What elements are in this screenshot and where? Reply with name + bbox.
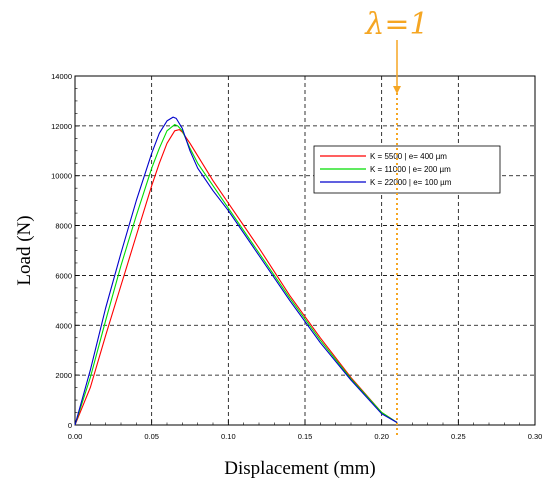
x-tick-label: 0.25 — [451, 432, 466, 441]
y-tick-label: 4000 — [55, 321, 72, 330]
x-tick-labels: 0.00 0.05 0.10 0.15 0.20 0.25 0.30 — [68, 432, 543, 441]
series-lines — [74, 116, 398, 426]
series-line-3 — [74, 116, 398, 426]
legend-label-3: K = 22000 | e= 100 µm — [370, 178, 452, 187]
x-axis-title: Displacement (mm) — [224, 458, 375, 479]
grid-lines — [75, 76, 535, 425]
x-tick-label: 0.10 — [221, 432, 236, 441]
x-tick-label: 0.15 — [298, 432, 313, 441]
y-tick-label: 6000 — [55, 271, 72, 280]
x-tick-label: 0.00 — [68, 432, 83, 441]
legend: K = 5500 | e= 400 µm K = 11000 | e= 200 µ… — [313, 145, 501, 194]
legend-label-2: K = 11000 | e= 200 µm — [370, 165, 451, 174]
lambda-label: λ=1 — [364, 7, 428, 42]
series-line-2 — [74, 124, 398, 426]
x-tick-label: 0.30 — [528, 432, 543, 441]
legend-label-1: K = 5500 | e= 400 µm — [370, 152, 447, 161]
y-tick-label: 10000 — [51, 172, 72, 181]
y-tick-label: 12000 — [51, 122, 72, 131]
x-tick-label: 0.05 — [144, 432, 159, 441]
y-tick-label: 2000 — [55, 371, 72, 380]
x-tick-label: 0.20 — [374, 432, 389, 441]
y-tick-label: 8000 — [55, 222, 72, 231]
y-tick-label: 14000 — [51, 72, 72, 81]
lambda-annotation: λ=1 — [364, 7, 429, 437]
y-tick-labels: 0 2000 4000 6000 8000 10000 12000 14000 — [51, 72, 72, 430]
y-tick-label: 0 — [68, 421, 72, 430]
y-axis-title: Load (N) — [14, 215, 35, 285]
plot-area-frame — [74, 75, 536, 426]
lambda-arrow-head — [393, 86, 401, 94]
